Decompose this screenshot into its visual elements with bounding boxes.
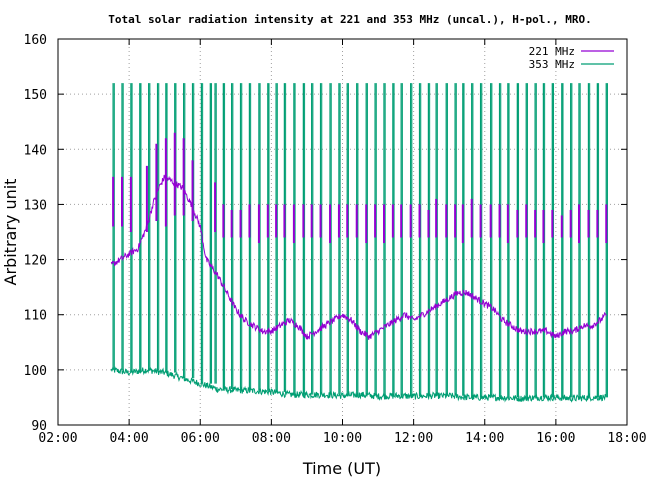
y-tick-label: 160 — [24, 33, 47, 48]
x-tick-label: 14:00 — [465, 431, 504, 446]
y-tick-label: 130 — [24, 198, 47, 213]
legend-label: 221 MHz — [529, 45, 575, 58]
x-tick-label: 12:00 — [394, 431, 433, 446]
x-tick-label: 16:00 — [536, 431, 575, 446]
y-tick-label: 100 — [24, 364, 47, 379]
line-221mhz — [110, 174, 607, 340]
x-axis-label: Time (UT) — [302, 459, 381, 478]
x-tick-label: 10:00 — [323, 431, 362, 446]
y-tick-label: 140 — [24, 143, 47, 158]
y-axis-ticks: 90 100 110 120 130 140 150 160 — [24, 33, 627, 434]
series-353mhz — [110, 83, 608, 403]
y-tick-label: 110 — [24, 309, 47, 324]
plot-series — [110, 83, 608, 403]
grid — [58, 39, 627, 425]
x-tick-label: 02:00 — [38, 431, 77, 446]
y-tick-label: 90 — [31, 419, 47, 434]
line-353mhz — [110, 366, 607, 403]
series-221mhz — [110, 132, 608, 340]
chart-title: Total solar radiation intensity at 221 a… — [108, 13, 591, 26]
x-axis-ticks: 02:00 04:00 06:00 08:00 10:00 12:00 14:00 16:00… — [38, 39, 647, 446]
y-tick-label: 150 — [24, 88, 47, 103]
x-tick-label: 08:00 — [252, 431, 291, 446]
x-tick-label: 04:00 — [110, 431, 149, 446]
y-axis-label: Arbitrary unit — [1, 179, 20, 286]
x-tick-label: 18:00 — [607, 431, 646, 446]
x-tick-label: 06:00 — [181, 431, 220, 446]
y-tick-label: 120 — [24, 254, 47, 269]
legend-label: 353 MHz — [529, 58, 575, 71]
